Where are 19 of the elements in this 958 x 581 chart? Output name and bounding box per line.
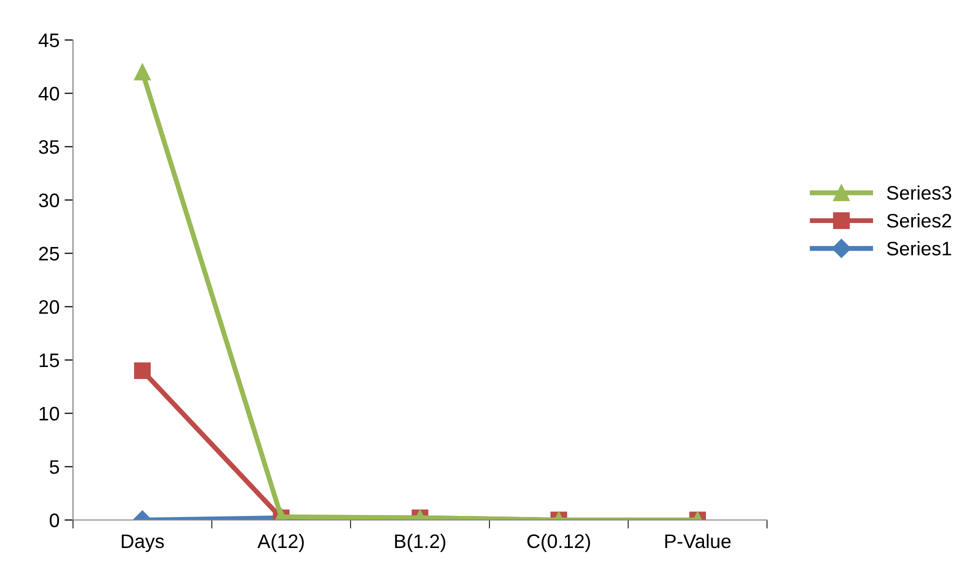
x-tick-label: B(1.2) <box>395 534 446 552</box>
y-tick-label: 10 <box>40 406 60 421</box>
legend-label: Series3 <box>887 185 952 200</box>
y-tick-label: 25 <box>39 246 59 261</box>
x-tick-label: P-Value <box>665 534 731 548</box>
x-tick-label: Days <box>122 534 164 552</box>
y-tick-label: 45 <box>38 34 59 48</box>
point <box>134 64 151 80</box>
y-tick-label: 15 <box>40 354 59 368</box>
y-tick-label: 20 <box>39 300 60 314</box>
y-tick-label: 0 <box>50 513 60 528</box>
y-tick-label: 40 <box>38 86 60 101</box>
y-tick-label: 5 <box>50 460 59 474</box>
x-tick-label: C(0.12) <box>527 534 590 552</box>
legend-label: Series2 <box>887 213 952 228</box>
legend-label: Series1 <box>887 241 952 256</box>
y-tick-label: 30 <box>38 193 60 208</box>
y-tick-label: 35 <box>38 140 59 154</box>
x-tick-label: A(12) <box>257 534 304 552</box>
